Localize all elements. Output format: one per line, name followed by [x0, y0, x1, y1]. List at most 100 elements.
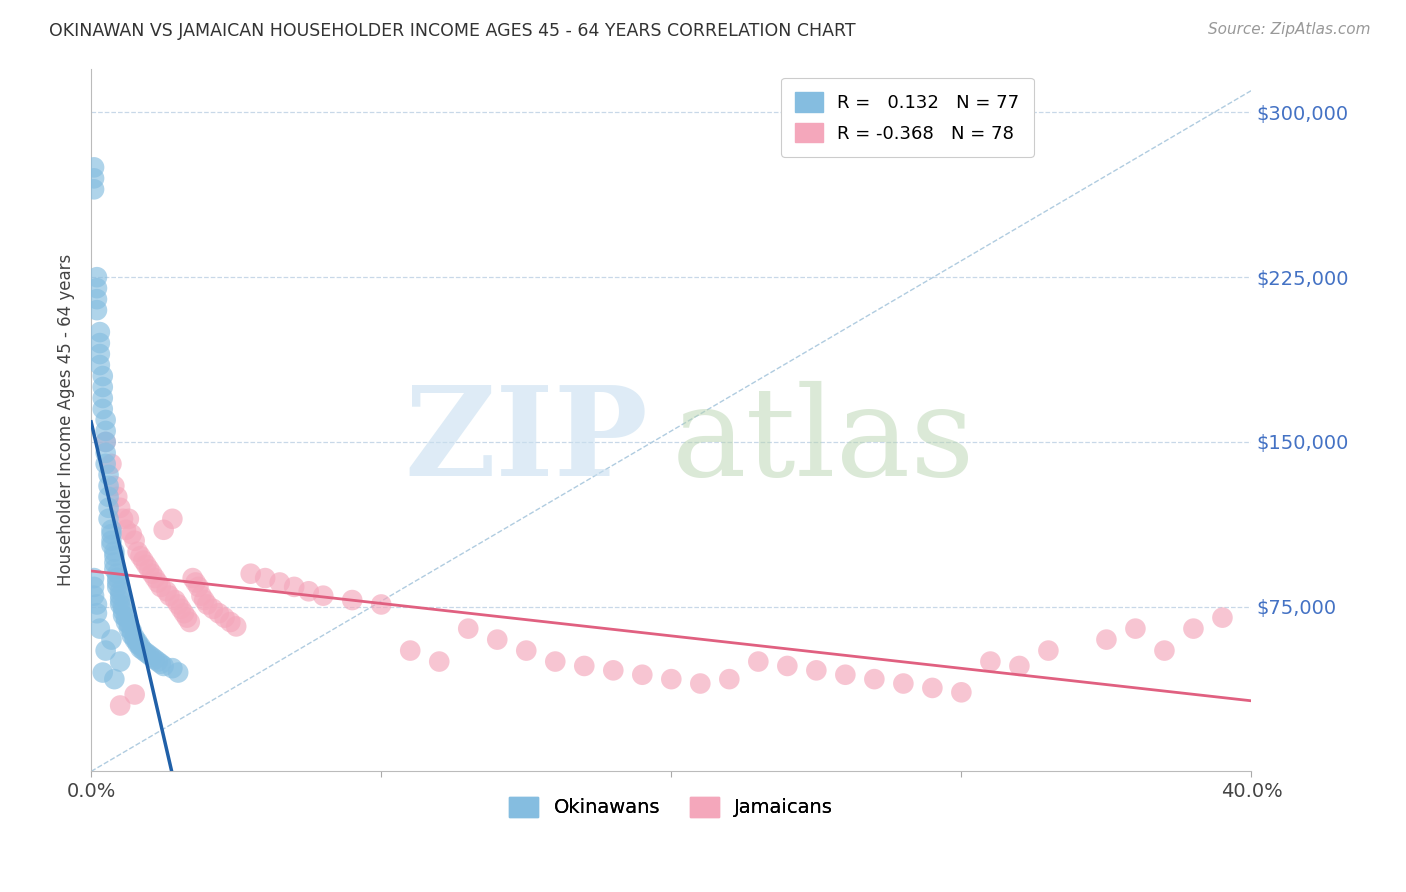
- Point: [659, 672, 682, 686]
- Point: [219, 615, 242, 629]
- Point: [100, 538, 122, 552]
- Point: [776, 659, 799, 673]
- Point: [91, 391, 114, 405]
- Point: [201, 602, 224, 616]
- Point: [97, 512, 120, 526]
- Point: [105, 571, 128, 585]
- Point: [103, 672, 125, 686]
- Point: [689, 676, 711, 690]
- Point: [312, 589, 335, 603]
- Point: [149, 657, 172, 671]
- Point: [254, 571, 277, 585]
- Point: [167, 598, 190, 612]
- Point: [86, 292, 108, 306]
- Point: [515, 643, 537, 657]
- Text: ZIP: ZIP: [405, 381, 648, 501]
- Point: [91, 665, 114, 680]
- Point: [208, 606, 231, 620]
- Legend: Okinawans, Jamaicans: Okinawans, Jamaicans: [502, 789, 841, 825]
- Point: [83, 171, 105, 186]
- Point: [103, 549, 125, 563]
- Point: [105, 566, 128, 581]
- Point: [124, 632, 146, 647]
- Text: Source: ZipAtlas.com: Source: ZipAtlas.com: [1208, 22, 1371, 37]
- Point: [108, 500, 131, 515]
- Point: [486, 632, 509, 647]
- Point: [283, 580, 305, 594]
- Point: [108, 698, 131, 713]
- Point: [718, 672, 741, 686]
- Point: [190, 589, 212, 603]
- Point: [112, 604, 135, 618]
- Point: [121, 624, 143, 638]
- Text: atlas: atlas: [671, 381, 974, 501]
- Point: [83, 161, 105, 175]
- Point: [146, 655, 169, 669]
- Point: [103, 479, 125, 493]
- Point: [141, 566, 163, 581]
- Point: [83, 182, 105, 196]
- Point: [135, 558, 157, 572]
- Point: [863, 672, 886, 686]
- Point: [1095, 632, 1118, 647]
- Point: [86, 606, 108, 620]
- Point: [100, 533, 122, 548]
- Point: [1211, 610, 1233, 624]
- Point: [89, 358, 111, 372]
- Point: [269, 575, 291, 590]
- Point: [103, 556, 125, 570]
- Point: [129, 641, 152, 656]
- Text: OKINAWAN VS JAMAICAN HOUSEHOLDER INCOME AGES 45 - 64 YEARS CORRELATION CHART: OKINAWAN VS JAMAICAN HOUSEHOLDER INCOME …: [49, 22, 856, 40]
- Point: [806, 664, 828, 678]
- Point: [162, 661, 184, 675]
- Point: [165, 593, 187, 607]
- Point: [94, 434, 117, 449]
- Point: [89, 325, 111, 339]
- Point: [121, 628, 143, 642]
- Point: [108, 593, 131, 607]
- Point: [1038, 643, 1060, 657]
- Point: [118, 617, 141, 632]
- Point: [108, 584, 131, 599]
- Point: [834, 667, 856, 681]
- Point: [132, 553, 155, 567]
- Point: [94, 413, 117, 427]
- Point: [108, 655, 131, 669]
- Point: [1008, 659, 1031, 673]
- Point: [100, 523, 122, 537]
- Y-axis label: Householder Income Ages 45 - 64 years: Householder Income Ages 45 - 64 years: [58, 254, 75, 586]
- Point: [97, 479, 120, 493]
- Point: [138, 562, 160, 576]
- Point: [179, 615, 201, 629]
- Point: [127, 637, 149, 651]
- Point: [979, 655, 1001, 669]
- Point: [100, 527, 122, 541]
- Point: [89, 622, 111, 636]
- Point: [159, 589, 181, 603]
- Point: [921, 681, 943, 695]
- Point: [94, 446, 117, 460]
- Point: [152, 523, 174, 537]
- Point: [89, 336, 111, 351]
- Point: [187, 580, 209, 594]
- Point: [108, 598, 131, 612]
- Point: [1153, 643, 1175, 657]
- Point: [97, 500, 120, 515]
- Point: [1125, 622, 1147, 636]
- Point: [893, 676, 915, 690]
- Point: [143, 652, 166, 666]
- Point: [108, 589, 131, 603]
- Point: [112, 599, 135, 614]
- Point: [427, 655, 450, 669]
- Point: [239, 566, 262, 581]
- Point: [91, 401, 114, 416]
- Point: [129, 639, 152, 653]
- Point: [370, 598, 392, 612]
- Point: [149, 580, 172, 594]
- Point: [83, 580, 105, 594]
- Point: [105, 490, 128, 504]
- Point: [135, 646, 157, 660]
- Point: [193, 593, 215, 607]
- Point: [83, 571, 105, 585]
- Point: [457, 622, 479, 636]
